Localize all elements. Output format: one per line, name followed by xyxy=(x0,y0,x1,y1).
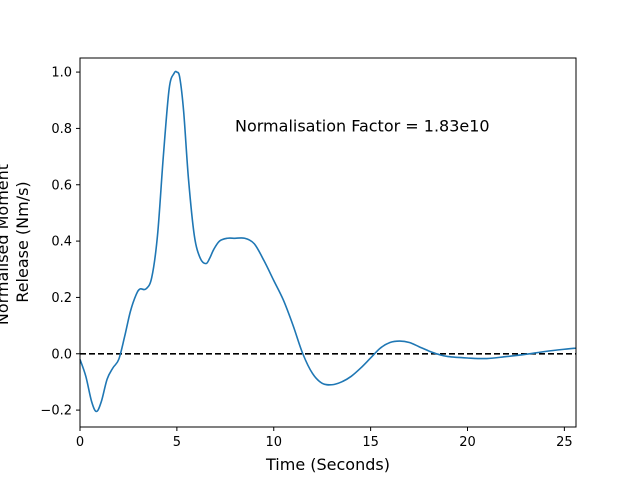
x-tick-label: 20 xyxy=(459,435,476,450)
y-tick-label: 0.0 xyxy=(51,347,72,362)
series-layer xyxy=(79,70,577,413)
y-tick-label: 0.8 xyxy=(51,122,72,137)
y-axis-label: Normalised Moment Release (Nm/s) xyxy=(0,159,32,325)
y-axis-label-line-1: Normalised Moment xyxy=(0,164,12,325)
y-tick-label: 1.0 xyxy=(51,66,72,81)
x-axis-label: Time (Seconds) xyxy=(265,455,390,474)
x-tick-label: 10 xyxy=(265,435,282,450)
x-tick-label: 25 xyxy=(556,435,573,450)
y-tick-label: 0.4 xyxy=(51,235,72,250)
series-line-0 xyxy=(79,70,577,413)
y-tick-label: 0.2 xyxy=(51,291,72,306)
y-tick-label: −0.2 xyxy=(40,404,72,419)
chart-annotation: Normalisation Factor = 1.83e10 xyxy=(235,117,490,136)
y-tick-label: 0.6 xyxy=(51,178,72,193)
y-axis-label-line-2: Release (Nm/s) xyxy=(13,181,32,302)
x-tick-label: 15 xyxy=(362,435,379,450)
x-tick-label: 5 xyxy=(173,435,181,450)
x-axis: 0 5 10 15 20 25 xyxy=(76,427,573,450)
plot-area xyxy=(80,58,576,427)
plot-frame xyxy=(79,57,577,428)
y-axis: −0.2 0.0 0.2 0.4 0.6 0.8 1.0 xyxy=(40,66,80,419)
x-tick-label: 0 xyxy=(76,435,84,450)
